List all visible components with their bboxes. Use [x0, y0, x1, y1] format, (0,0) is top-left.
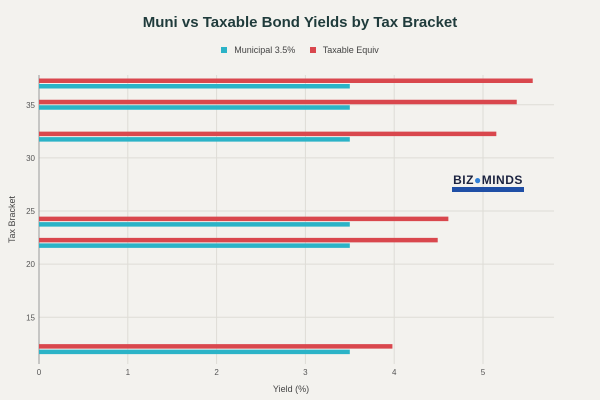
x-tick-label: 5	[481, 368, 486, 377]
bar-municipal-22	[39, 243, 350, 248]
y-tick-label: 20	[26, 260, 35, 269]
x-tick-label: 3	[303, 368, 308, 377]
bar-taxable-32	[39, 131, 497, 137]
legend-item-municipal[interactable]: Municipal 3.5%	[221, 45, 295, 55]
bar-municipal-12	[39, 349, 350, 355]
bar-taxable-12	[39, 344, 393, 349]
bar-municipal-24	[39, 222, 350, 227]
chart-title: Muni vs Taxable Bond Yields by Tax Brack…	[142, 14, 458, 31]
y-tick-label: 35	[26, 101, 35, 110]
bar-municipal-35	[39, 105, 350, 110]
bar-taxable-22	[39, 237, 438, 243]
legend-label: Taxable Equiv	[322, 45, 379, 55]
y-tick-label: 15	[26, 313, 35, 322]
bar-municipal-37	[39, 84, 350, 89]
x-tick-label: 4	[392, 368, 397, 377]
x-tick-label: 0	[37, 368, 42, 377]
bar-taxable-35	[39, 99, 517, 105]
bar-taxable-37	[39, 78, 533, 83]
x-tick-label: 2	[214, 368, 219, 377]
y-axis-label: Tax Bracket	[7, 195, 17, 243]
bar-taxable-24	[39, 216, 449, 222]
legend: Municipal 3.5% Taxable Equiv	[0, 45, 600, 55]
legend-item-taxable[interactable]: Taxable Equiv	[309, 45, 379, 55]
x-tick-label: 1	[126, 368, 131, 377]
legend-swatch	[309, 47, 316, 53]
bizminds-logo: BIZ●MINDS	[452, 173, 524, 192]
legend-label: Municipal 3.5%	[234, 45, 296, 55]
y-tick-label: 25	[26, 207, 35, 216]
legend-swatch	[221, 47, 228, 53]
x-axis-label: Yield (%)	[273, 384, 309, 394]
bar-municipal-32	[39, 137, 350, 142]
y-tick-label: 30	[26, 154, 35, 163]
